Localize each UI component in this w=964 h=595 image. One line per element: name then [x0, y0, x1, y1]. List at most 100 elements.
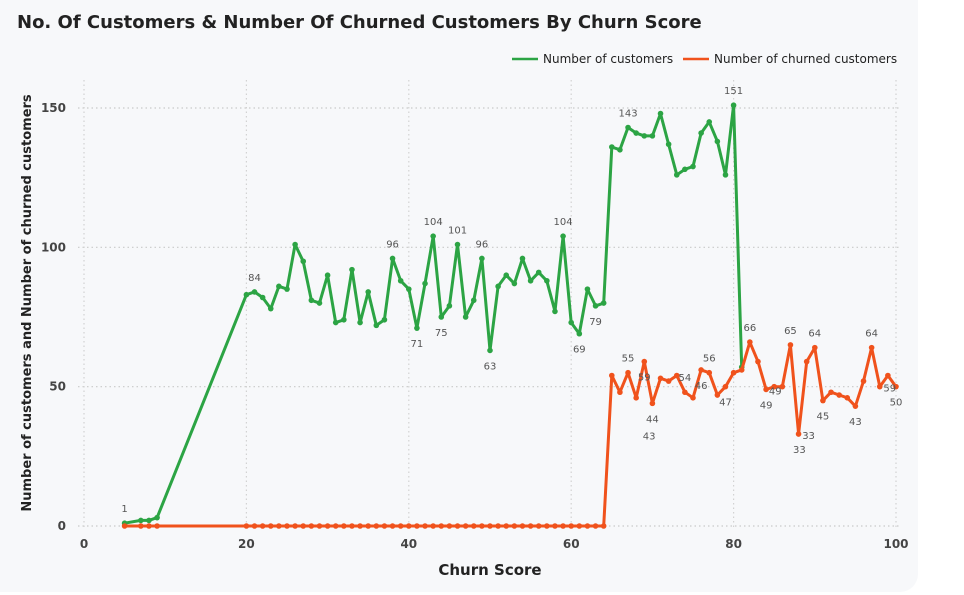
data-point: [381, 523, 388, 529]
data-label: 1: [121, 504, 127, 515]
data-label: 59: [638, 373, 651, 384]
data-point: [625, 369, 631, 376]
series-line-0: [124, 103, 744, 525]
data-point: [430, 233, 436, 239]
data-label: 101: [448, 226, 467, 237]
data-label: 46: [695, 381, 708, 392]
data-label: 63: [484, 361, 497, 372]
data-point: [584, 523, 591, 529]
data-label: 49: [760, 400, 773, 411]
data-point: [617, 147, 623, 153]
data-point: [146, 523, 152, 529]
data-point: [406, 523, 412, 529]
data-point: [690, 395, 696, 401]
data-point: [787, 342, 794, 348]
data-point: [641, 358, 648, 365]
data-point: [803, 358, 810, 365]
data-point: [592, 523, 599, 529]
legend-label: Number of customers: [543, 52, 673, 66]
data-label: 64: [808, 329, 821, 340]
data-point: [414, 523, 420, 529]
data-point: [341, 523, 347, 529]
data-point: [641, 133, 648, 139]
data-point: [673, 172, 680, 178]
data-point: [617, 389, 623, 396]
data-point: [470, 297, 477, 304]
data-point: [292, 241, 298, 248]
data-point: [389, 255, 396, 262]
legend[interactable]: Number of customers Number of churned cus…: [512, 52, 897, 66]
data-point: [324, 272, 331, 279]
data-point: [771, 383, 777, 390]
data-point: [324, 523, 331, 529]
data-point: [397, 277, 404, 284]
data-point: [535, 523, 542, 529]
data-point: [730, 102, 737, 109]
chart-card: No. Of Customers & Number Of Churned Cus…: [17, 12, 702, 33]
data-point: [332, 523, 339, 529]
data-point: [755, 358, 761, 365]
data-point: [349, 266, 355, 273]
data-point: [462, 314, 469, 320]
grid: [78, 80, 900, 530]
y-tick-label: 100: [41, 240, 66, 254]
data-point: [560, 523, 566, 529]
data-point: [267, 523, 274, 529]
data-point: [600, 523, 607, 529]
data-label: 56: [703, 354, 716, 365]
data-point: [730, 369, 737, 376]
data-point: [544, 277, 550, 284]
data-point: [560, 233, 566, 239]
data-label: 33: [793, 445, 806, 456]
data-point: [300, 258, 307, 265]
data-point: [292, 523, 298, 529]
data-point: [243, 523, 250, 529]
x-axis-title: Churn Score: [438, 561, 541, 579]
data-point: [138, 523, 144, 529]
y-tick-label: 50: [49, 380, 66, 394]
data-point: [316, 523, 323, 529]
data-point: [568, 319, 574, 326]
data-point: [625, 124, 631, 131]
data-point: [511, 523, 518, 529]
x-tick-label: 100: [883, 537, 908, 551]
data-point: [503, 523, 510, 529]
data-label: 43: [643, 431, 656, 442]
data-point: [682, 389, 688, 396]
data-point: [300, 523, 307, 529]
data-point: [665, 378, 672, 384]
data-point: [568, 523, 574, 529]
data-point: [722, 383, 729, 390]
data-point: [503, 272, 510, 279]
data-point: [828, 389, 834, 396]
data-point: [267, 305, 274, 312]
data-label: 55: [622, 354, 635, 365]
data-point: [365, 289, 372, 295]
data-point: [357, 523, 363, 529]
data-point: [243, 291, 250, 298]
data-point: [349, 523, 355, 529]
data-point: [706, 119, 713, 125]
data-point: [747, 339, 753, 345]
data-point: [868, 344, 875, 351]
data-point: [552, 308, 558, 315]
data-label: 79: [589, 317, 602, 328]
data-point: [365, 523, 372, 529]
data-label: 84: [248, 273, 261, 284]
x-tick-label: 80: [725, 537, 742, 551]
data-point: [600, 300, 607, 306]
series-group: [121, 102, 899, 529]
data-label: 104: [424, 217, 443, 228]
data-point: [154, 523, 160, 529]
data-point: [389, 523, 396, 529]
x-tick-label: 0: [80, 537, 88, 551]
data-point: [479, 255, 485, 262]
data-label: 96: [386, 239, 399, 250]
data-point: [673, 372, 680, 379]
data-label: 96: [476, 239, 489, 250]
chart-title: No. Of Customers & Number Of Churned Cus…: [17, 12, 702, 33]
data-point: [763, 386, 769, 393]
x-tick-label: 60: [563, 537, 580, 551]
y-axis-title: Number of customers and Number of churne…: [20, 94, 35, 512]
